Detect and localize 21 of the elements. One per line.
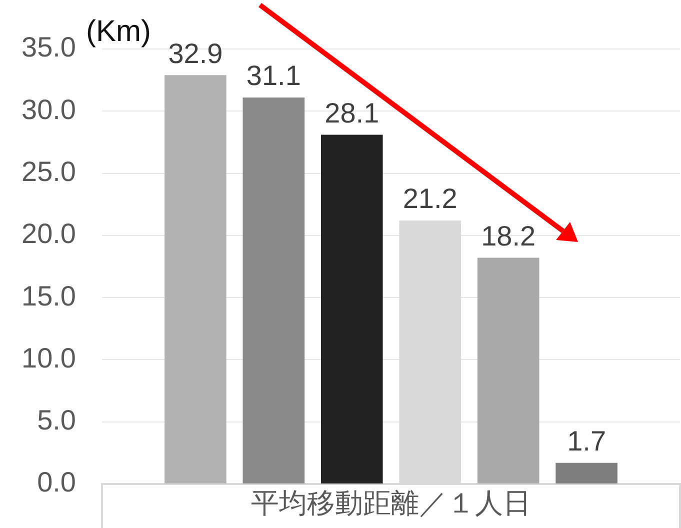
- y-tick-label: 20.0: [22, 218, 76, 250]
- y-tick-label: 15.0: [22, 280, 76, 312]
- bar: [477, 258, 540, 484]
- data-label: 32.9: [168, 38, 223, 69]
- bar: [320, 134, 383, 484]
- y-tick-label: 30.0: [22, 94, 76, 125]
- bar: [556, 462, 618, 484]
- y-tick-label: 10.0: [22, 342, 76, 374]
- data-label: 28.1: [324, 97, 380, 128]
- data-label: 1.7: [567, 426, 606, 457]
- x-tick-label: 平均移動距離／１人日: [251, 488, 531, 519]
- data-label: 31.1: [246, 60, 301, 92]
- y-tick-label: 35.0: [22, 32, 76, 63]
- y-axis-title: (Km): [86, 15, 151, 48]
- bar: [242, 97, 305, 484]
- data-label: 18.2: [481, 220, 536, 252]
- y-tick-label: 0.0: [37, 466, 76, 498]
- y-tick-label: 5.0: [37, 404, 76, 436]
- y-tick-label: 25.0: [22, 156, 76, 188]
- bar: [164, 75, 226, 484]
- data-label: 21.2: [402, 183, 458, 214]
